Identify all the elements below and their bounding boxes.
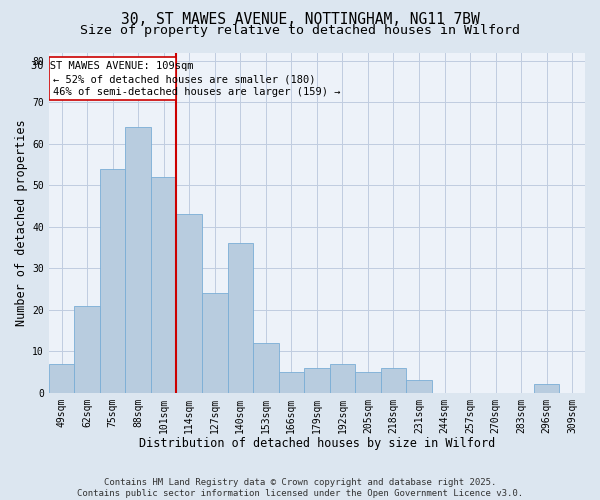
Text: ← 52% of detached houses are smaller (180): ← 52% of detached houses are smaller (18…	[53, 74, 316, 84]
Bar	[49, 364, 74, 392]
Bar	[202, 293, 227, 392]
Bar	[151, 177, 176, 392]
Text: Size of property relative to detached houses in Wilford: Size of property relative to detached ho…	[80, 24, 520, 37]
Text: Contains HM Land Registry data © Crown copyright and database right 2025.
Contai: Contains HM Land Registry data © Crown c…	[77, 478, 523, 498]
Bar	[355, 372, 381, 392]
Bar	[227, 244, 253, 392]
Bar	[406, 380, 432, 392]
Bar	[100, 168, 125, 392]
Bar	[534, 384, 559, 392]
Bar	[74, 306, 100, 392]
Bar	[176, 214, 202, 392]
Y-axis label: Number of detached properties: Number of detached properties	[15, 120, 28, 326]
Bar	[304, 368, 329, 392]
Bar	[253, 343, 278, 392]
Bar	[278, 372, 304, 392]
FancyBboxPatch shape	[49, 56, 176, 100]
Bar	[329, 364, 355, 392]
Text: 46% of semi-detached houses are larger (159) →: 46% of semi-detached houses are larger (…	[53, 88, 341, 98]
Text: 30, ST MAWES AVENUE, NOTTINGHAM, NG11 7BW: 30, ST MAWES AVENUE, NOTTINGHAM, NG11 7B…	[121, 12, 479, 28]
X-axis label: Distribution of detached houses by size in Wilford: Distribution of detached houses by size …	[139, 437, 495, 450]
Bar	[125, 127, 151, 392]
Bar	[381, 368, 406, 392]
Text: 30 ST MAWES AVENUE: 109sqm: 30 ST MAWES AVENUE: 109sqm	[31, 61, 194, 71]
